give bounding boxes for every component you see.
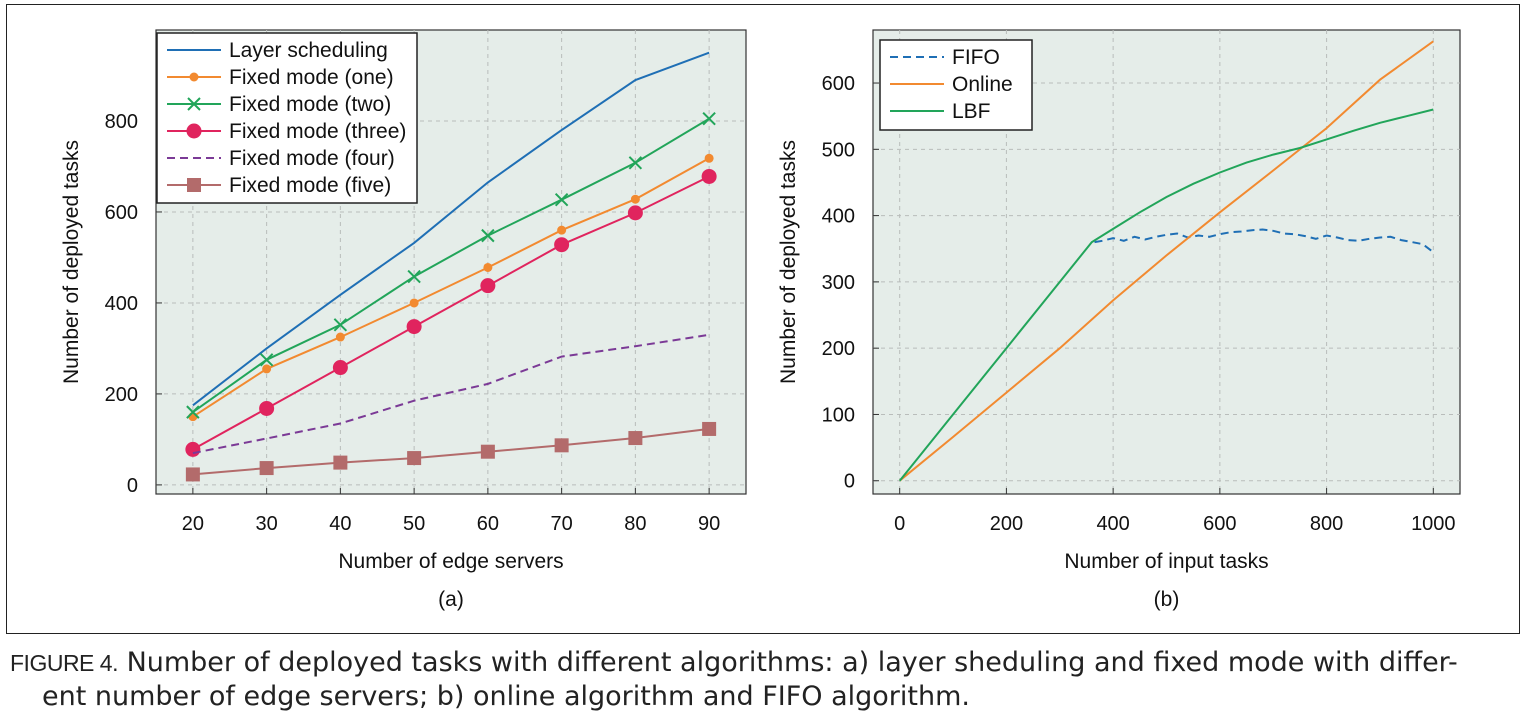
data-point-fixed-mode-two — [186, 405, 200, 419]
y-tick-label: 0 — [844, 471, 855, 493]
legend-marker-fixed-mode-five — [187, 178, 201, 192]
legend-label-lbf: LBF — [952, 100, 991, 123]
figure-frame — [6, 4, 1520, 634]
panel-label: (b) — [1154, 588, 1180, 611]
y-tick-label: 600 — [822, 73, 855, 95]
x-tick-label: 70 — [551, 513, 573, 535]
legend-label-fifo: FIFO — [952, 46, 1000, 69]
data-point-fixed-mode-five — [407, 451, 422, 466]
y-axis-label: Number of deployed tasks — [60, 140, 83, 384]
data-point-fixed-mode-one — [409, 298, 419, 308]
legend-marker-fixed-mode-three — [186, 123, 202, 139]
figure-caption: FIGURE 4. Number of deployed tasks with … — [10, 646, 1520, 713]
legend-marker-fixed-mode-two — [187, 97, 201, 111]
caption-label: FIGURE 4. — [10, 650, 118, 676]
data-point-fixed-mode-three — [627, 205, 643, 221]
x-tick-label: 50 — [403, 513, 425, 535]
x-tick-label: 30 — [256, 513, 278, 535]
data-point-fixed-mode-two — [333, 318, 348, 332]
data-point-fixed-mode-five — [702, 421, 717, 436]
x-tick-label: 0 — [894, 513, 905, 535]
x-tick-label: 400 — [1096, 513, 1129, 535]
series-line-fixed-mode-two — [192, 117, 710, 413]
x-tick-label: 40 — [329, 513, 351, 535]
legend-box — [156, 32, 418, 204]
y-tick-label: 800 — [105, 111, 138, 133]
y-tick-label: 400 — [822, 206, 855, 228]
data-point-fixed-mode-one — [630, 194, 640, 204]
series-line-fixed-mode-one — [192, 157, 710, 418]
y-tick-label: 0 — [127, 475, 138, 497]
x-axis-label: Number of edge servers — [338, 550, 563, 573]
data-point-fixed-mode-three — [406, 319, 422, 335]
legend-label-layer-scheduling: Layer scheduling — [229, 39, 388, 62]
y-tick-label: 300 — [822, 272, 855, 294]
chart-panel-b: 0 200 400 600 800 1000 0 100 200 300 400 500 600 Numb… — [777, 29, 1461, 611]
data-point-fixed-mode-five — [480, 444, 495, 459]
legend-label-online: Online — [952, 73, 1013, 96]
y-tick-label: 200 — [105, 384, 138, 406]
chart-panel-a: 20 30 40 50 60 70 80 90 0 200 400 600 800 Number of e… — [60, 29, 747, 611]
data-point-fixed-mode-two — [702, 111, 716, 126]
legend-label-fixed-mode-five: Fixed mode (five) — [229, 174, 391, 197]
data-point-fixed-mode-three — [259, 400, 275, 416]
data-point-fixed-mode-two — [628, 156, 643, 170]
caption-line-1: Number of deployed tasks with different … — [126, 647, 1458, 678]
series-line-fixed-mode-four — [192, 333, 710, 455]
caption-line-2: ent number of edge servers; b) online al… — [42, 681, 970, 712]
data-point-fixed-mode-three — [480, 278, 496, 294]
y-tick-label: 100 — [822, 404, 855, 426]
x-tick-label: 200 — [990, 513, 1023, 535]
legend-label-fixed-mode-one: Fixed mode (one) — [229, 66, 394, 89]
x-tick-label: 600 — [1203, 513, 1236, 535]
data-point-fixed-mode-two — [259, 353, 274, 367]
x-tick-label: 20 — [182, 513, 204, 535]
data-point-fixed-mode-two — [554, 192, 569, 207]
data-point-fixed-mode-five — [333, 455, 348, 470]
x-tick-label: 90 — [698, 513, 720, 535]
data-point-fixed-mode-three — [332, 360, 348, 376]
data-point-fixed-mode-five — [554, 438, 569, 453]
series-line-lbf — [898, 108, 1434, 482]
x-tick-label: 800 — [1310, 513, 1343, 535]
x-tick-label: 80 — [624, 513, 646, 535]
data-point-fixed-mode-five — [259, 461, 274, 476]
series-line-layer-scheduling — [192, 51, 710, 407]
data-point-fixed-mode-three — [185, 441, 201, 457]
panel-label: (a) — [438, 588, 464, 611]
y-tick-label: 400 — [105, 293, 138, 315]
legend-label-fixed-mode-two: Fixed mode (two) — [229, 93, 391, 116]
data-point-fixed-mode-two — [481, 228, 495, 243]
data-point-fixed-mode-one — [557, 225, 567, 235]
series-line-fixed-mode-five — [192, 427, 710, 476]
legend-label-fixed-mode-four: Fixed mode (four) — [229, 147, 395, 170]
legend: Layer scheduling Fixed mode (one) Fixed mo… — [156, 32, 418, 204]
data-point-fixed-mode-two — [407, 269, 421, 284]
data-point-fixed-mode-one — [335, 332, 345, 342]
y-tick-label: 200 — [822, 338, 855, 360]
data-point-fixed-mode-one — [483, 262, 493, 272]
data-point-fixed-mode-three — [701, 168, 717, 184]
x-tick-label: 60 — [477, 513, 499, 535]
data-point-fixed-mode-five — [628, 431, 643, 446]
data-point-fixed-mode-one — [704, 153, 714, 163]
y-tick-label: 500 — [822, 139, 855, 161]
x-axis-label: Number of input tasks — [1064, 550, 1268, 573]
series-line-online — [899, 40, 1434, 482]
y-tick-label: 600 — [105, 202, 138, 224]
series-line-fifo — [1094, 228, 1434, 253]
legend-label-fixed-mode-three: Fixed mode (three) — [229, 120, 406, 143]
data-point-fixed-mode-five — [185, 467, 200, 482]
legend-marker-fixed-mode-one — [189, 72, 199, 82]
y-axis-label: Number of deployed tasks — [777, 140, 800, 384]
x-tick-label: 1000 — [1411, 513, 1456, 535]
data-point-fixed-mode-three — [554, 237, 570, 253]
legend: FIFO Online LBF — [879, 39, 1033, 131]
data-point-fixed-mode-one — [262, 364, 272, 374]
series-line-fixed-mode-three — [192, 175, 710, 451]
